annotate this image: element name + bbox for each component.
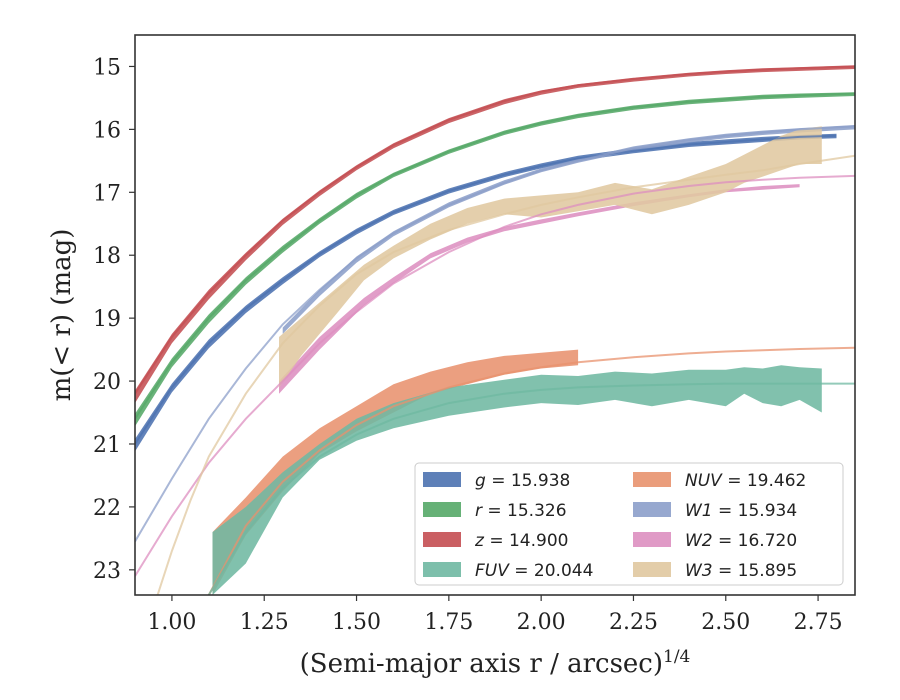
legend-label-r: r = 15.326: [475, 501, 567, 521]
y-tick-label: 21: [93, 433, 121, 458]
y-tick-label: 18: [93, 244, 121, 269]
legend-label-fuv: FUV = 20.044: [475, 561, 593, 581]
legend-swatch-g: [423, 472, 461, 487]
x-tick-label: 2.75: [794, 610, 843, 635]
legend-label-w2: W2 = 16.720: [685, 531, 797, 551]
x-tick-label: 1.00: [147, 610, 196, 635]
x-tick-label: 1.75: [424, 610, 473, 635]
y-axis: 15 16 17 18 19 20 21 22 23: [93, 55, 135, 584]
legend-swatch-w2: [633, 532, 671, 547]
y-tick-label: 15: [93, 55, 121, 80]
x-tick-label: 2.50: [701, 610, 750, 635]
y-tick-label: 22: [93, 496, 121, 521]
x-axis: 1.00 1.25 1.50 1.75 2.00 2.25 2.50 2.75: [147, 595, 843, 635]
y-tick-label: 20: [93, 370, 121, 395]
legend-label-nuv: NUV = 19.462: [685, 471, 806, 491]
legend-swatch-z: [423, 532, 461, 547]
legend-label-w1: W1 = 15.934: [685, 501, 797, 521]
legend-swatch-w3: [633, 562, 671, 577]
x-tick-label: 2.00: [517, 610, 566, 635]
y-tick-label: 23: [93, 559, 121, 584]
y-tick-label: 19: [93, 307, 121, 332]
band-w3: [279, 126, 822, 388]
model-curves: [135, 65, 855, 595]
legend: g = 15.938 NUV = 19.462 r = 15.326 W1 = 15.…: [414, 462, 844, 586]
band-w1: [282, 125, 855, 334]
legend-label-z: z = 14.900: [474, 531, 568, 551]
legend-swatch-nuv: [633, 472, 671, 487]
curve-w3: [156, 154, 855, 595]
curve-w2: [135, 174, 855, 577]
legend-swatch-fuv: [423, 562, 461, 577]
curve-z: [135, 65, 855, 395]
band-w2: [279, 184, 800, 394]
legend-label-w3: W3 = 15.895: [685, 561, 797, 581]
curve-nuv: [207, 346, 855, 595]
plot-frame: [134, 34, 856, 596]
legend-swatch-w1: [633, 502, 671, 517]
x-tick-label: 1.25: [240, 610, 289, 635]
curve-g: [135, 134, 837, 445]
x-tick-label: 1.50: [332, 610, 381, 635]
curve-fuv: [207, 382, 855, 595]
curve-w1: [135, 125, 855, 543]
band-fuv: [212, 365, 822, 595]
y-tick-label: 16: [93, 118, 121, 143]
uncertainty-bands: [135, 65, 855, 595]
curve-r: [135, 92, 855, 420]
legend-box: [414, 462, 844, 586]
y-tick-label: 17: [93, 181, 121, 206]
legend-label-g: g = 15.938: [475, 471, 570, 491]
x-tick-label: 2.25: [609, 610, 658, 635]
x-axis-title: (Semi-major axis r / arcsec)1/4: [300, 647, 691, 679]
y-axis-title: m(< r) (mag): [47, 229, 77, 402]
legend-swatch-r: [423, 502, 461, 517]
